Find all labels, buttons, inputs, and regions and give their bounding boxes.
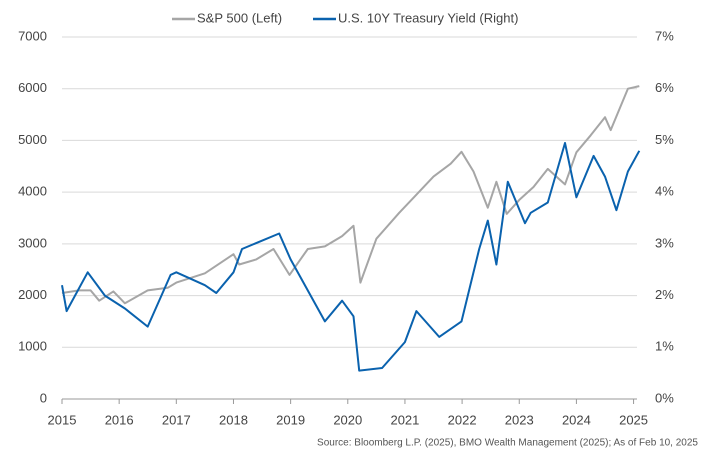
x-tick-label: 2021 <box>390 412 419 427</box>
x-tick-label: 2016 <box>105 412 134 427</box>
y2-tick-label: 3% <box>655 235 674 250</box>
y2-tick-label: 4% <box>655 184 674 199</box>
y-tick-label: 1000 <box>18 339 47 354</box>
y-tick-label: 0 <box>40 390 47 405</box>
y2-tick-label: 6% <box>655 80 674 95</box>
series-line <box>61 142 641 372</box>
series-line <box>61 85 640 305</box>
x-tick-label: 2015 <box>48 412 77 427</box>
x-tick-label: 2022 <box>448 412 477 427</box>
x-tick-label: 2025 <box>619 412 648 427</box>
y-tick-label: 5000 <box>18 132 47 147</box>
x-tick-label: 2017 <box>162 412 191 427</box>
x-tick-label: 2020 <box>333 412 362 427</box>
y-tick-label: 4000 <box>18 184 47 199</box>
x-tick-label: 2024 <box>562 412 591 427</box>
x-tick-label: 2018 <box>219 412 248 427</box>
legend-label: S&P 500 (Left) <box>197 10 282 25</box>
y2-tick-label: 0% <box>655 390 674 405</box>
y2-tick-label: 5% <box>655 132 674 147</box>
x-tick-label: 2019 <box>276 412 305 427</box>
legend-label: U.S. 10Y Treasury Yield (Right) <box>338 10 518 25</box>
source-note: Source: Bloomberg L.P. (2025), BMO Wealt… <box>317 438 698 449</box>
y2-tick-label: 7% <box>655 28 674 43</box>
y2-tick-label: 2% <box>655 287 674 302</box>
y-tick-label: 7000 <box>18 28 47 43</box>
x-tick-label: 2023 <box>505 412 534 427</box>
y-tick-label: 2000 <box>18 287 47 302</box>
y-tick-label: 6000 <box>18 80 47 95</box>
y-tick-label: 3000 <box>18 235 47 250</box>
y2-tick-label: 1% <box>655 339 674 354</box>
